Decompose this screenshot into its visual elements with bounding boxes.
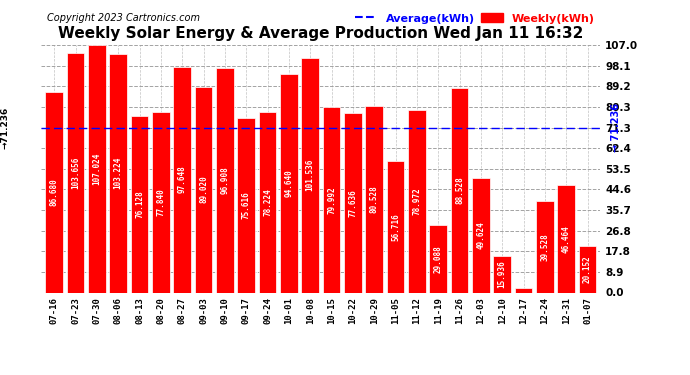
Text: 75.616: 75.616 [241, 191, 250, 219]
Bar [152, 112, 170, 292]
Text: 76.128: 76.128 [135, 190, 144, 218]
Text: 49.624: 49.624 [476, 221, 485, 249]
Text: 78.972: 78.972 [413, 187, 422, 215]
Bar [302, 58, 319, 292]
Text: 56.716: 56.716 [391, 213, 400, 241]
Bar [536, 201, 553, 292]
Text: 94.640: 94.640 [284, 169, 293, 197]
Bar [493, 256, 511, 292]
Text: 39.528: 39.528 [540, 233, 549, 261]
Text: → 71.236: → 71.236 [611, 103, 622, 152]
Text: 79.992: 79.992 [327, 186, 336, 214]
Bar [259, 111, 276, 292]
Text: 97.648: 97.648 [178, 166, 187, 194]
Bar [88, 45, 106, 292]
Bar [237, 118, 255, 292]
Bar [323, 108, 340, 292]
Text: 46.464: 46.464 [562, 225, 571, 253]
Title: Weekly Solar Energy & Average Production Wed Jan 11 16:32: Weekly Solar Energy & Average Production… [58, 26, 584, 41]
Bar [67, 53, 84, 292]
Bar [387, 161, 404, 292]
Bar [131, 116, 148, 292]
Text: 80.528: 80.528 [370, 186, 379, 213]
Text: 86.680: 86.680 [50, 178, 59, 206]
Text: 89.020: 89.020 [199, 176, 208, 203]
Bar [344, 113, 362, 292]
Bar [429, 225, 447, 292]
Text: 103.656: 103.656 [71, 156, 80, 189]
Text: 101.536: 101.536 [306, 159, 315, 191]
Text: 103.224: 103.224 [114, 157, 123, 189]
Text: Copyright 2023 Cartronics.com: Copyright 2023 Cartronics.com [47, 13, 200, 23]
Text: 77.840: 77.840 [157, 189, 166, 216]
Legend: Average(kWh), Weekly(kWh): Average(kWh), Weekly(kWh) [355, 13, 595, 24]
Bar [558, 185, 575, 292]
Bar [579, 246, 596, 292]
Bar [216, 68, 234, 292]
Bar [195, 87, 213, 292]
Text: 29.088: 29.088 [434, 245, 443, 273]
Text: 96.908: 96.908 [220, 166, 229, 194]
Text: →71.236: →71.236 [1, 106, 10, 149]
Text: 15.936: 15.936 [497, 260, 506, 288]
Bar [451, 88, 469, 292]
Bar [515, 288, 532, 292]
Bar [280, 74, 297, 292]
Bar [173, 67, 191, 292]
Text: 20.152: 20.152 [583, 255, 592, 283]
Text: 77.636: 77.636 [348, 189, 357, 217]
Bar [472, 178, 490, 292]
Text: 107.024: 107.024 [92, 153, 101, 185]
Text: 88.528: 88.528 [455, 176, 464, 204]
Bar [46, 92, 63, 292]
Bar [408, 110, 426, 292]
Text: 78.224: 78.224 [263, 188, 272, 216]
Bar [110, 54, 127, 292]
Bar [366, 106, 383, 292]
